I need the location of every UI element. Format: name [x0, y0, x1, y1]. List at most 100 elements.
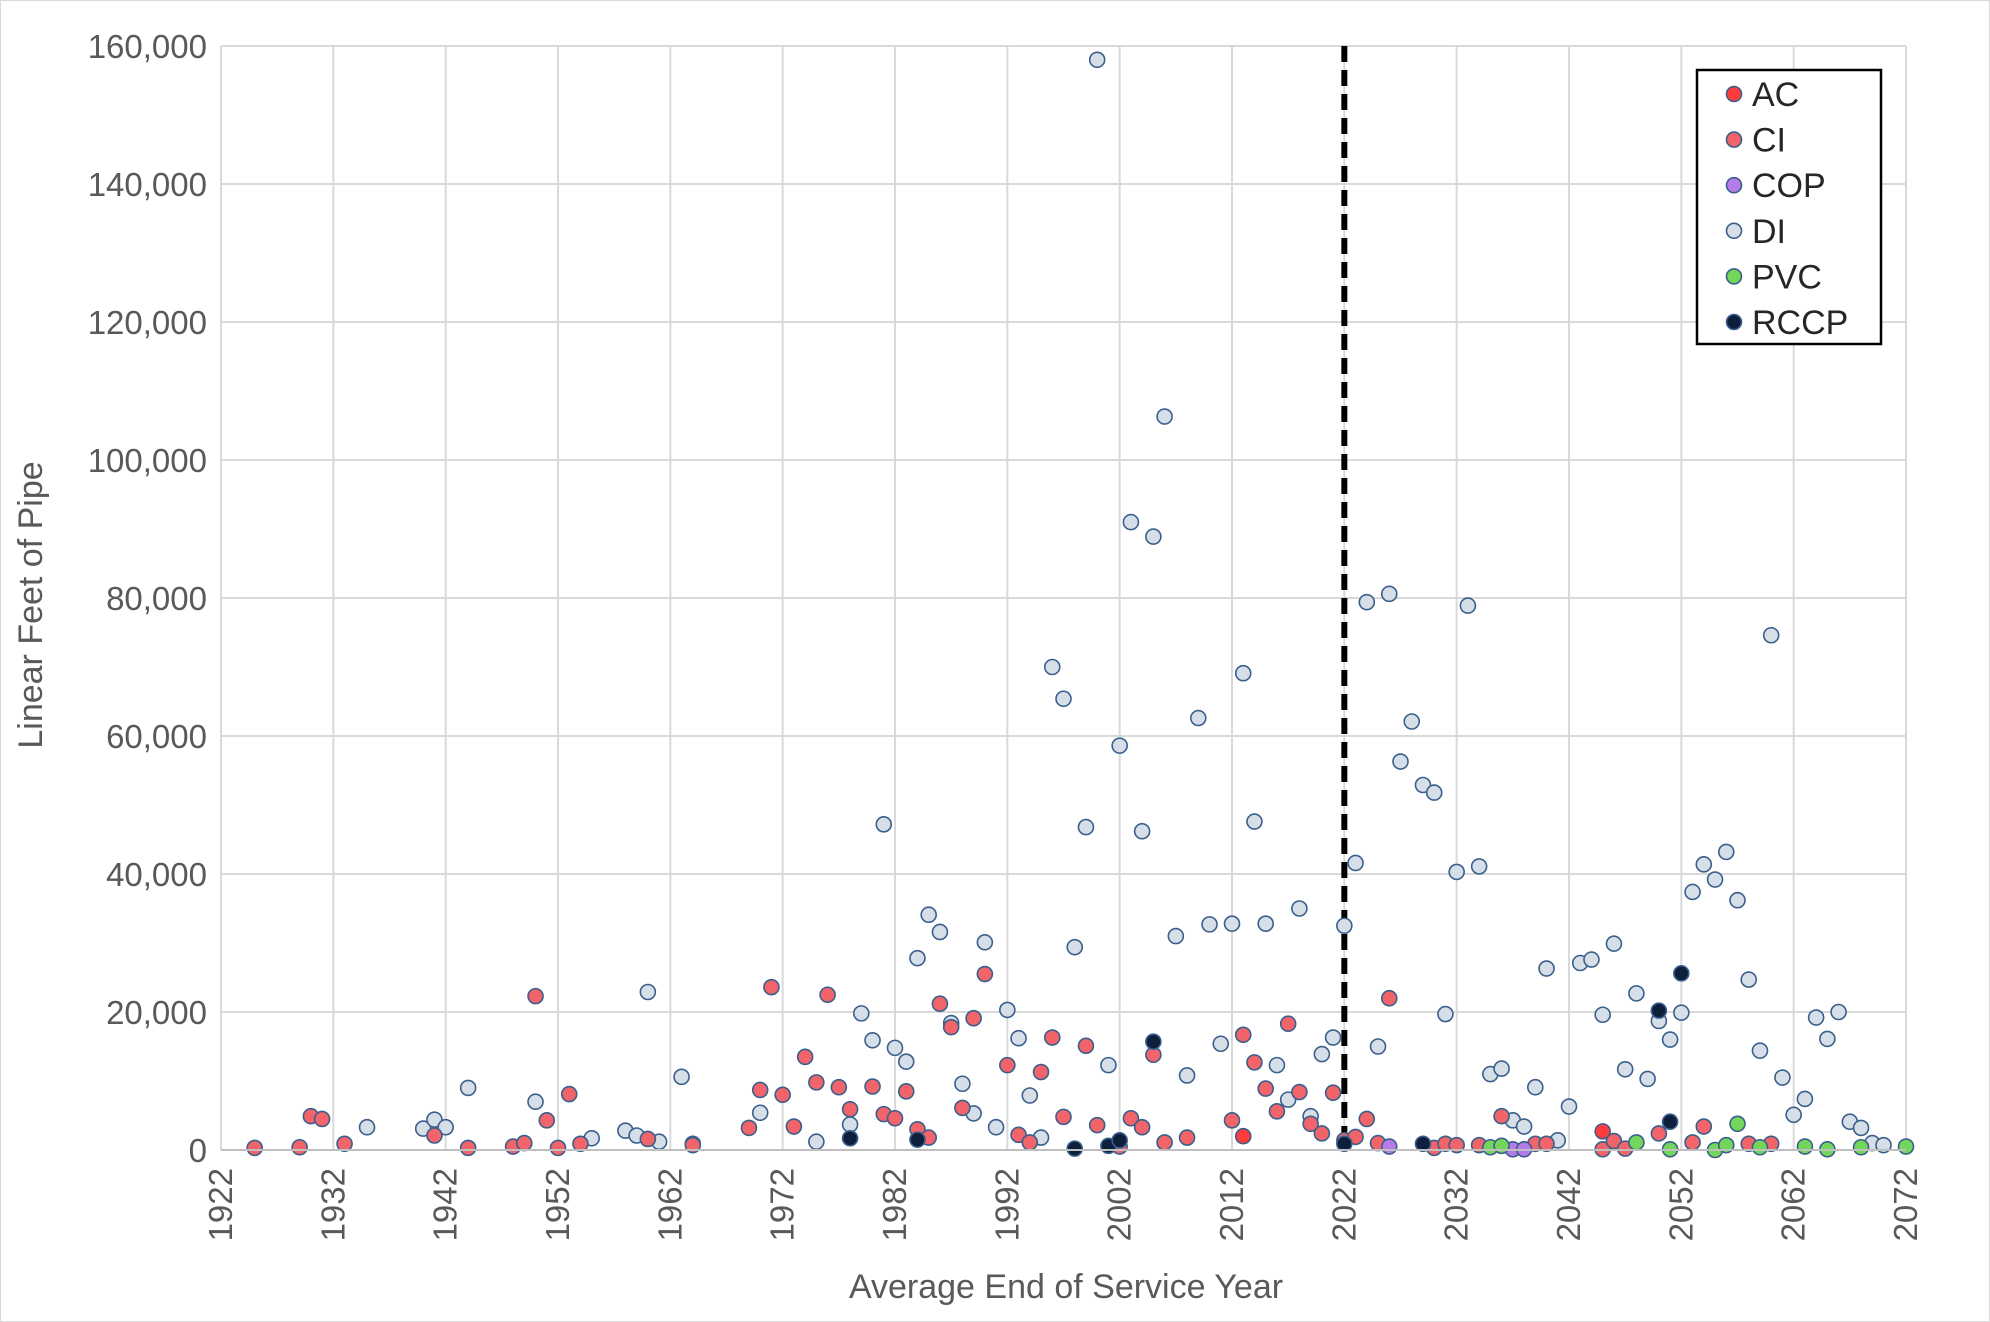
data-point: [572, 1135, 589, 1153]
data-point: [1605, 1132, 1623, 1150]
y-tick-label: 60,000: [106, 718, 207, 755]
x-tick-label: 2002: [1101, 1168, 1138, 1241]
data-point: [1291, 900, 1308, 917]
data-point: [864, 1078, 881, 1095]
data-point: [1279, 1015, 1297, 1033]
data-point: [1234, 1026, 1252, 1044]
data-point: [1358, 593, 1376, 611]
data-point: [1088, 1116, 1106, 1134]
data-point: [1605, 935, 1623, 952]
x-tick-label: 1942: [427, 1168, 464, 1241]
data-point: [1156, 408, 1173, 425]
x-tick-label: 1932: [314, 1168, 351, 1241]
data-point: [639, 1130, 657, 1148]
data-point: [1628, 1134, 1645, 1151]
legend-marker: [1725, 176, 1743, 194]
data-point: [1807, 1009, 1825, 1026]
x-tick-label: 1922: [202, 1168, 239, 1241]
data-point: [1032, 1063, 1050, 1081]
data-point: [909, 1131, 926, 1148]
data-point: [1650, 1125, 1668, 1142]
data-point: [1796, 1090, 1814, 1108]
x-tick-label: 2022: [1325, 1168, 1362, 1241]
data-point: [549, 1139, 567, 1157]
data-point: [1515, 1118, 1533, 1135]
data-point: [639, 983, 657, 1001]
data-point: [1762, 626, 1780, 644]
y-tick-label: 140,000: [88, 166, 207, 203]
data-point: [1246, 1054, 1263, 1071]
data-point: [1234, 664, 1252, 682]
series-ac: [1234, 1123, 1611, 1145]
data-point: [1538, 1135, 1555, 1153]
data-point: [1560, 1098, 1578, 1115]
data-point: [763, 978, 780, 996]
data-point: [1257, 915, 1274, 932]
legend-marker: [1725, 268, 1743, 285]
x-axis-title: Average End of Service Year: [849, 1268, 1283, 1306]
data-point: [830, 1078, 848, 1096]
data-point: [1077, 818, 1095, 836]
y-tick-label: 20,000: [106, 994, 207, 1031]
data-point: [1493, 1060, 1510, 1077]
series-di: [358, 51, 1892, 1154]
y-tick-label: 80,000: [106, 580, 207, 617]
data-point: [1167, 927, 1185, 945]
data-point: [1268, 1103, 1286, 1120]
data-point: [1133, 1118, 1151, 1136]
data-point: [1470, 858, 1488, 875]
data-point: [1100, 1056, 1117, 1074]
y-tick-label: 0: [189, 1132, 207, 1169]
data-point: [1414, 1135, 1432, 1153]
data-point: [1313, 1045, 1331, 1063]
legend: AC CI COP DI PVC RCCP: [1695, 68, 1883, 346]
data-point: [841, 1100, 859, 1118]
data-point: [336, 1135, 353, 1153]
data-point: [841, 1129, 859, 1147]
data-point: [560, 1085, 578, 1103]
data-point: [785, 1118, 803, 1135]
data-point: [426, 1111, 443, 1128]
data-point: [897, 1053, 915, 1070]
data-point: [1706, 871, 1724, 888]
data-point: [875, 816, 893, 833]
data-point: [1122, 513, 1140, 531]
data-point: [897, 1083, 915, 1100]
data-point: [1616, 1060, 1634, 1078]
legend-marker: [1725, 131, 1743, 148]
x-tick-label: 2042: [1550, 1168, 1587, 1241]
data-point: [1190, 709, 1207, 727]
data-point: [1448, 1136, 1465, 1154]
data-point: [1156, 1134, 1173, 1151]
data-point: [841, 1116, 859, 1133]
data-point: [684, 1136, 702, 1154]
data-point: [515, 1134, 533, 1152]
data-point: [796, 1048, 814, 1066]
data-point: [1043, 658, 1061, 676]
data-point: [1729, 891, 1746, 909]
legend-entry: DI: [1752, 213, 1786, 251]
data-point: [1055, 690, 1072, 708]
data-point: [1234, 1127, 1252, 1145]
data-point: [1729, 1115, 1746, 1133]
data-point: [1055, 1108, 1072, 1126]
x-tick-label: 2062: [1775, 1168, 1812, 1241]
data-point: [1527, 1078, 1544, 1096]
data-point: [1684, 883, 1701, 901]
x-tick-label: 2072: [1887, 1168, 1924, 1241]
data-point: [1043, 1029, 1061, 1046]
data-point: [1785, 1106, 1802, 1124]
legend-entry: AC: [1752, 76, 1799, 114]
data-point: [1493, 1107, 1510, 1125]
data-point: [1021, 1134, 1039, 1151]
data-point: [1628, 985, 1645, 1002]
data-point: [920, 906, 938, 924]
data-point: [1212, 1035, 1230, 1053]
data-point: [1459, 597, 1477, 614]
data-point: [1369, 1038, 1387, 1055]
y-tick-label: 160,000: [88, 28, 207, 65]
data-point: [1246, 813, 1263, 830]
data-point: [1077, 1037, 1095, 1055]
data-point: [1145, 1033, 1162, 1050]
data-point: [852, 1005, 870, 1022]
